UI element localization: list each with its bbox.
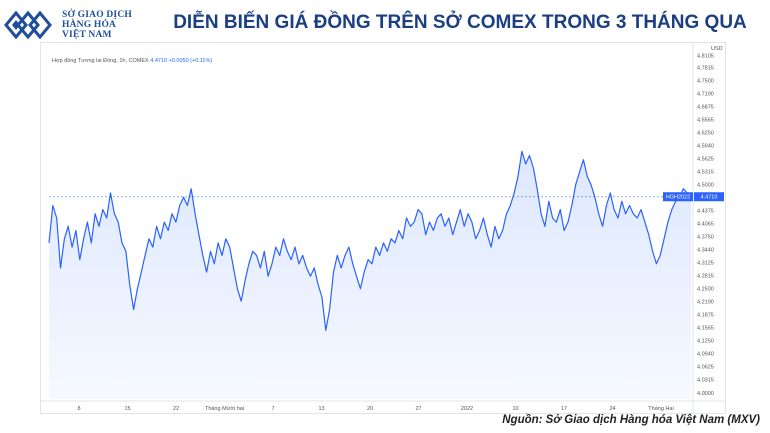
series-area (49, 151, 691, 399)
logo-text: SỞ GIAO DỊCH HÀNG HÓA VIỆT NAM (62, 10, 132, 40)
y-tick-label: 4.0000 (697, 391, 714, 397)
y-tick-label: 4.1565 (697, 326, 714, 332)
y-tick-label: 4.8105 (697, 53, 714, 59)
x-tick-label: 20 (367, 406, 373, 412)
chart-legend: Hợp đồng Tương lai Đồng, 1h, COMEX 4.471… (52, 58, 212, 64)
y-tick-label: 4.0940 (697, 352, 714, 358)
x-tick-label: Tháng Mười hai (205, 406, 244, 412)
x-tick-label: 13 (318, 406, 324, 412)
y-tick-label: 4.7815 (697, 66, 714, 72)
logo-line-2: HÀNG HÓA (62, 20, 117, 30)
y-tick-label: 4.0625 (697, 365, 714, 371)
legend-last: 4.4710 (150, 58, 168, 64)
y-tick-label: 4.2500 (697, 287, 714, 293)
x-tick-label: 2022 (461, 406, 473, 412)
x-tick-label: 17 (561, 406, 567, 412)
y-tick-label: 4.1875 (697, 313, 714, 319)
y-tick-label: 4.2815 (697, 274, 714, 280)
y-tick-label: 4.4375 (697, 209, 714, 215)
logo-line-3: VIỆT NAM (62, 30, 112, 40)
currency-label: USD (711, 46, 723, 52)
price-chart: 4.8105 4.7815 4.7500 4.7190 4.6875 4.6565 4.62… (41, 43, 725, 413)
y-tick-label: 4.3440 (697, 248, 714, 254)
y-tick-label: 4.3750 (697, 235, 714, 241)
y-tick-label: 4.0315 (697, 378, 714, 384)
y-tick-label: 4.1250 (697, 339, 714, 345)
x-tick-label: 10 (512, 406, 518, 412)
y-tick-label: 4.3125 (697, 261, 714, 267)
y-tick-label: 4.5625 (697, 157, 714, 163)
legend-symbol: Hợp đồng Tương lai Đồng, 1h, COMEX (52, 58, 149, 64)
source-note: Nguồn: Sở Giao dịch Hàng hóa Việt Nam (M… (502, 414, 760, 426)
logo: SỞ GIAO DỊCH HÀNG HÓA VIỆT NAM (4, 6, 144, 42)
y-tick-label: 4.6565 (697, 118, 714, 124)
x-tick-label: 24 (609, 406, 615, 412)
x-tick-label: 27 (415, 406, 421, 412)
y-tick-label: 4.5315 (697, 170, 714, 176)
y-tick-label: 4.4065 (697, 222, 714, 228)
x-tick-label: 7 (271, 406, 274, 412)
x-tick-label: 22 (173, 406, 179, 412)
logo-mark (4, 10, 52, 40)
y-tick-label: 4.5000 (697, 183, 714, 189)
series-line (48, 150, 692, 331)
legend-change: +0.0050 (+0.11%) (168, 58, 213, 64)
x-tick-label: 15 (124, 406, 130, 412)
x-tick-label: Tháng Hai (648, 406, 673, 412)
chart-panel: 4.8105 4.7815 4.7500 4.7190 4.6875 4.6565 4.62… (40, 42, 726, 414)
y-tick-label: 4.7190 (697, 92, 714, 98)
y-tick-label: 4.6875 (697, 105, 714, 111)
y-tick-label: 4.2190 (697, 300, 714, 306)
y-tick-label: 4.7500 (697, 79, 714, 85)
y-tick-label: 4.5940 (697, 144, 714, 150)
price-tag-value: 4.4710 (701, 195, 718, 201)
last-price-tag (663, 192, 724, 202)
y-tick-label: 4.6250 (697, 131, 714, 137)
page-title: DIỄN BIẾN GIÁ ĐỒNG TRÊN SỞ COMEX TRONG 3… (173, 12, 747, 33)
logo-line-1: SỞ GIAO DỊCH (62, 10, 132, 20)
x-tick-label: 8 (77, 406, 80, 412)
price-tag-symbol: HGH2022 (666, 195, 690, 201)
